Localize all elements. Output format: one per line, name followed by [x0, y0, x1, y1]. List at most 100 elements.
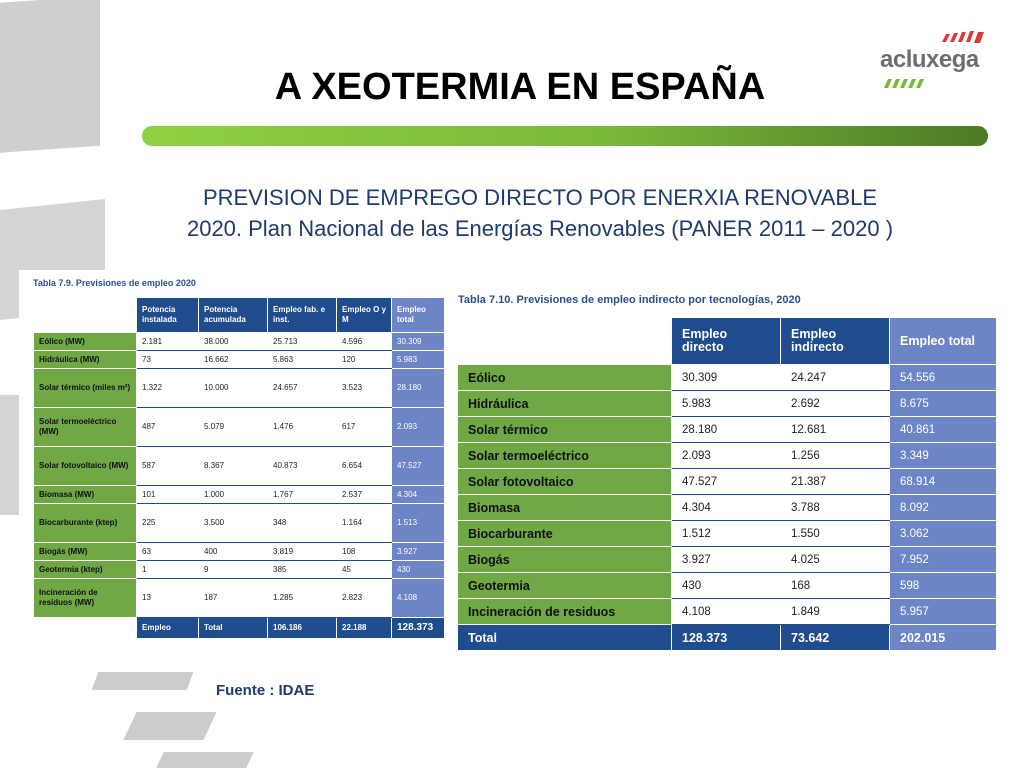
table-row: Hidráulica (MW) 73 16.662 5.863 120 5.983	[33, 350, 445, 369]
row-label-cell: Geotermia (ktep)	[33, 560, 137, 579]
data-cell: 4.304	[671, 494, 781, 521]
data-cell: 4.025	[780, 546, 890, 573]
data-cell: 5.957	[889, 598, 997, 625]
slide-subtitle: PREVISION DE EMPREGO DIRECTO POR ENERXIA…	[100, 182, 980, 244]
row-label-cell: Geotermia	[457, 572, 672, 599]
header-cell: Empleo total	[391, 297, 445, 333]
table-row: Biocarburante (ktep) 225 3.500 348 1.164 1.51…	[33, 503, 445, 543]
data-cell: 3.819	[267, 542, 337, 561]
data-cell: 1.513	[391, 503, 445, 543]
data-cell: 108	[336, 542, 392, 561]
data-cell: 1.476	[267, 407, 337, 447]
table-row: Biocarburante 1.512 1.550 3.062	[457, 520, 997, 547]
acluxega-logo: acluxega	[880, 30, 995, 90]
data-cell: 187	[198, 578, 268, 618]
data-cell: 73	[136, 350, 199, 369]
data-cell: 12.681	[780, 416, 890, 443]
data-cell: 1.767	[267, 485, 337, 504]
data-cell: 8.675	[889, 390, 997, 417]
data-cell: 30.309	[671, 364, 781, 391]
data-cell: 28.180	[391, 368, 445, 408]
logo-text: acluxega	[880, 46, 979, 73]
data-cell: 47.527	[671, 468, 781, 495]
table-row: Solar térmico (miles m²) 1.322 10.000 24.65…	[33, 368, 445, 408]
subtitle-line-1: PREVISION DE EMPREGO DIRECTO POR ENERXIA…	[202, 185, 877, 210]
row-label-cell: Eólico	[457, 364, 672, 391]
data-cell: 38.000	[198, 332, 268, 351]
source-note: Fuente : IDAE	[216, 682, 315, 699]
data-cell: 5.079	[198, 407, 268, 447]
header-cell: Empleo directo	[671, 317, 781, 365]
data-cell: 1.164	[336, 503, 392, 543]
table-header-row: Empleo directo Empleo indirecto Empleo t…	[457, 317, 997, 365]
data-cell: 1.550	[780, 520, 890, 547]
row-label-cell: Solar térmico	[457, 416, 672, 443]
data-cell: 4.108	[391, 578, 445, 618]
data-cell: 101	[136, 485, 199, 504]
table-row: Biogás (MW) 63 400 3.819 108 3.927	[33, 542, 445, 561]
total-cell	[33, 617, 137, 639]
data-cell: 24.657	[267, 368, 337, 408]
data-cell: 25.713	[267, 332, 337, 351]
data-cell: 3.927	[391, 542, 445, 561]
data-cell: 2.093	[391, 407, 445, 447]
row-label-cell: Biocarburante (ktep)	[33, 503, 137, 543]
row-label-cell: Hidráulica	[457, 390, 672, 417]
data-cell: 487	[136, 407, 199, 447]
data-cell: 1.849	[780, 598, 890, 625]
data-cell: 10.000	[198, 368, 268, 408]
table-row: Incineración de residuos 4.108 1.849 5.957	[457, 598, 997, 625]
header-cell: Empleo O y M	[336, 297, 392, 333]
row-label-cell: Solar fotovoltaico	[457, 468, 672, 495]
total-cell: 128.373	[391, 617, 445, 639]
row-label-cell: Biocarburante	[457, 520, 672, 547]
table-row: Solar termoeléctrico (MW) 487 5.079 1.476 61…	[33, 407, 445, 447]
table-row: Eólico (MW) 2.181 38.000 25.713 4.596 30.309	[33, 332, 445, 351]
data-cell: 348	[267, 503, 337, 543]
total-cell: 22.188	[336, 617, 392, 639]
subtitle-line-2: 2020. Plan Nacional de las Energías Reno…	[186, 216, 894, 241]
table-row: Biogás 3.927 4.025 7.952	[457, 546, 997, 573]
decorative-shape	[123, 712, 217, 740]
decorative-shape	[156, 752, 254, 768]
slide-title: A XEOTERMIA EN ESPAÑA	[274, 66, 766, 108]
data-cell: 5.863	[267, 350, 337, 369]
header-cell: Empleo fab. e inst.	[267, 297, 337, 333]
table-caption: Tabla 7.9. Previsiones de empleo 2020	[33, 278, 196, 288]
total-cell: 73.642	[780, 624, 890, 651]
employment-forecast-table-image: Tabla 7.9. Previsiones de empleo 2020 Po…	[19, 270, 447, 666]
data-cell: 1.256	[780, 442, 890, 469]
indirect-employment-table: Empleo directo Empleo indirecto Empleo t…	[457, 317, 997, 651]
total-cell: Empleo	[136, 617, 199, 639]
total-row: Total 128.373 73.642 202.015	[457, 624, 997, 651]
row-label-cell: Biogás	[457, 546, 672, 573]
data-cell: 68.914	[889, 468, 997, 495]
row-label-cell: Solar fotovoltaico (MW)	[33, 446, 137, 486]
data-cell: 28.180	[671, 416, 781, 443]
table-row: Solar fotovoltaico (MW) 587 8.367 40.873 6.6…	[33, 446, 445, 486]
table-row: Incineración de residuos (MW) 13 187 1.285 2…	[33, 578, 445, 618]
total-row: Empleo Total 106.186 22.188 128.373	[33, 617, 445, 639]
header-cell: Empleo total	[889, 317, 997, 365]
data-cell: 1.512	[671, 520, 781, 547]
decorative-shape	[0, 395, 20, 515]
total-cell: Total	[198, 617, 268, 639]
row-label-cell: Incineración de residuos	[457, 598, 672, 625]
data-cell: 2.093	[671, 442, 781, 469]
data-cell: 6.654	[336, 446, 392, 486]
data-cell: 3.349	[889, 442, 997, 469]
table-row: Solar termoeléctrico 2.093 1.256 3.349	[457, 442, 997, 469]
data-cell: 385	[267, 560, 337, 579]
table-row: Eólico 30.309 24.247 54.556	[457, 364, 997, 391]
data-cell: 9	[198, 560, 268, 579]
data-cell: 617	[336, 407, 392, 447]
title-underline-bar	[142, 126, 988, 146]
header-cell	[457, 317, 672, 365]
data-cell: 30.309	[391, 332, 445, 351]
row-label-cell: Solar termoeléctrico	[457, 442, 672, 469]
table-row: Hidráulica 5.983 2.692 8.675	[457, 390, 997, 417]
data-cell: 598	[889, 572, 997, 599]
data-cell: 54.556	[889, 364, 997, 391]
data-cell: 8.092	[889, 494, 997, 521]
data-cell: 8.367	[198, 446, 268, 486]
